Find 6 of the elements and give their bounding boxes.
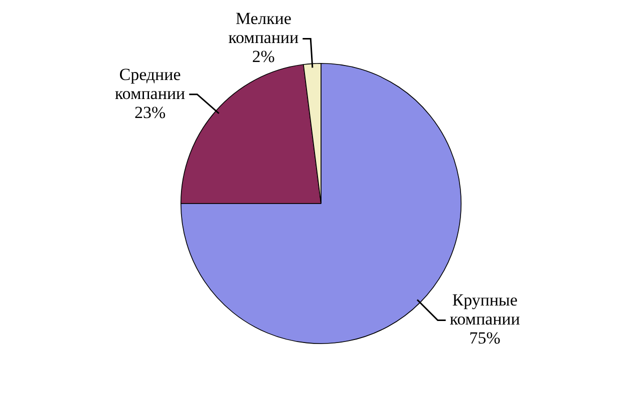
data-label: 23% — [134, 102, 166, 122]
slice-label: Средние компании — [114, 64, 186, 103]
data-label: 2% — [252, 47, 275, 66]
slice-label: Крупные компании — [450, 290, 520, 329]
slice-label: Мелкие компании — [228, 9, 299, 48]
data-label: 75% — [469, 328, 500, 348]
